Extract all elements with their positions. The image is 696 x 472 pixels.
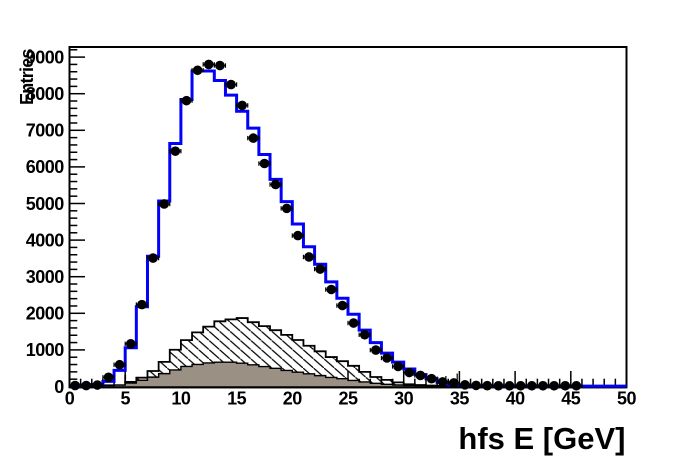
svg-text:4000: 4000 xyxy=(26,230,65,250)
svg-text:10: 10 xyxy=(171,389,191,409)
svg-text:6000: 6000 xyxy=(26,157,65,177)
svg-text:50: 50 xyxy=(617,389,637,409)
svg-text:15: 15 xyxy=(227,389,247,409)
svg-text:25: 25 xyxy=(338,389,358,409)
svg-text:hfs E [GeV]: hfs E [GeV] xyxy=(458,421,625,456)
svg-text:20: 20 xyxy=(283,389,303,409)
svg-text:45: 45 xyxy=(561,389,581,409)
svg-text:40: 40 xyxy=(506,389,526,409)
svg-text:2000: 2000 xyxy=(26,304,65,324)
svg-text:Entries: Entries xyxy=(17,48,37,105)
svg-text:8000: 8000 xyxy=(26,84,65,104)
svg-text:35: 35 xyxy=(450,389,470,409)
svg-text:9000: 9000 xyxy=(26,47,65,67)
svg-text:7000: 7000 xyxy=(26,121,65,141)
svg-text:5000: 5000 xyxy=(26,194,65,214)
svg-text:30: 30 xyxy=(394,389,414,409)
svg-text:0: 0 xyxy=(65,389,75,409)
svg-text:5: 5 xyxy=(120,389,130,409)
svg-text:3000: 3000 xyxy=(26,267,65,287)
svg-text:1000: 1000 xyxy=(26,340,65,360)
svg-text:0: 0 xyxy=(54,377,64,397)
